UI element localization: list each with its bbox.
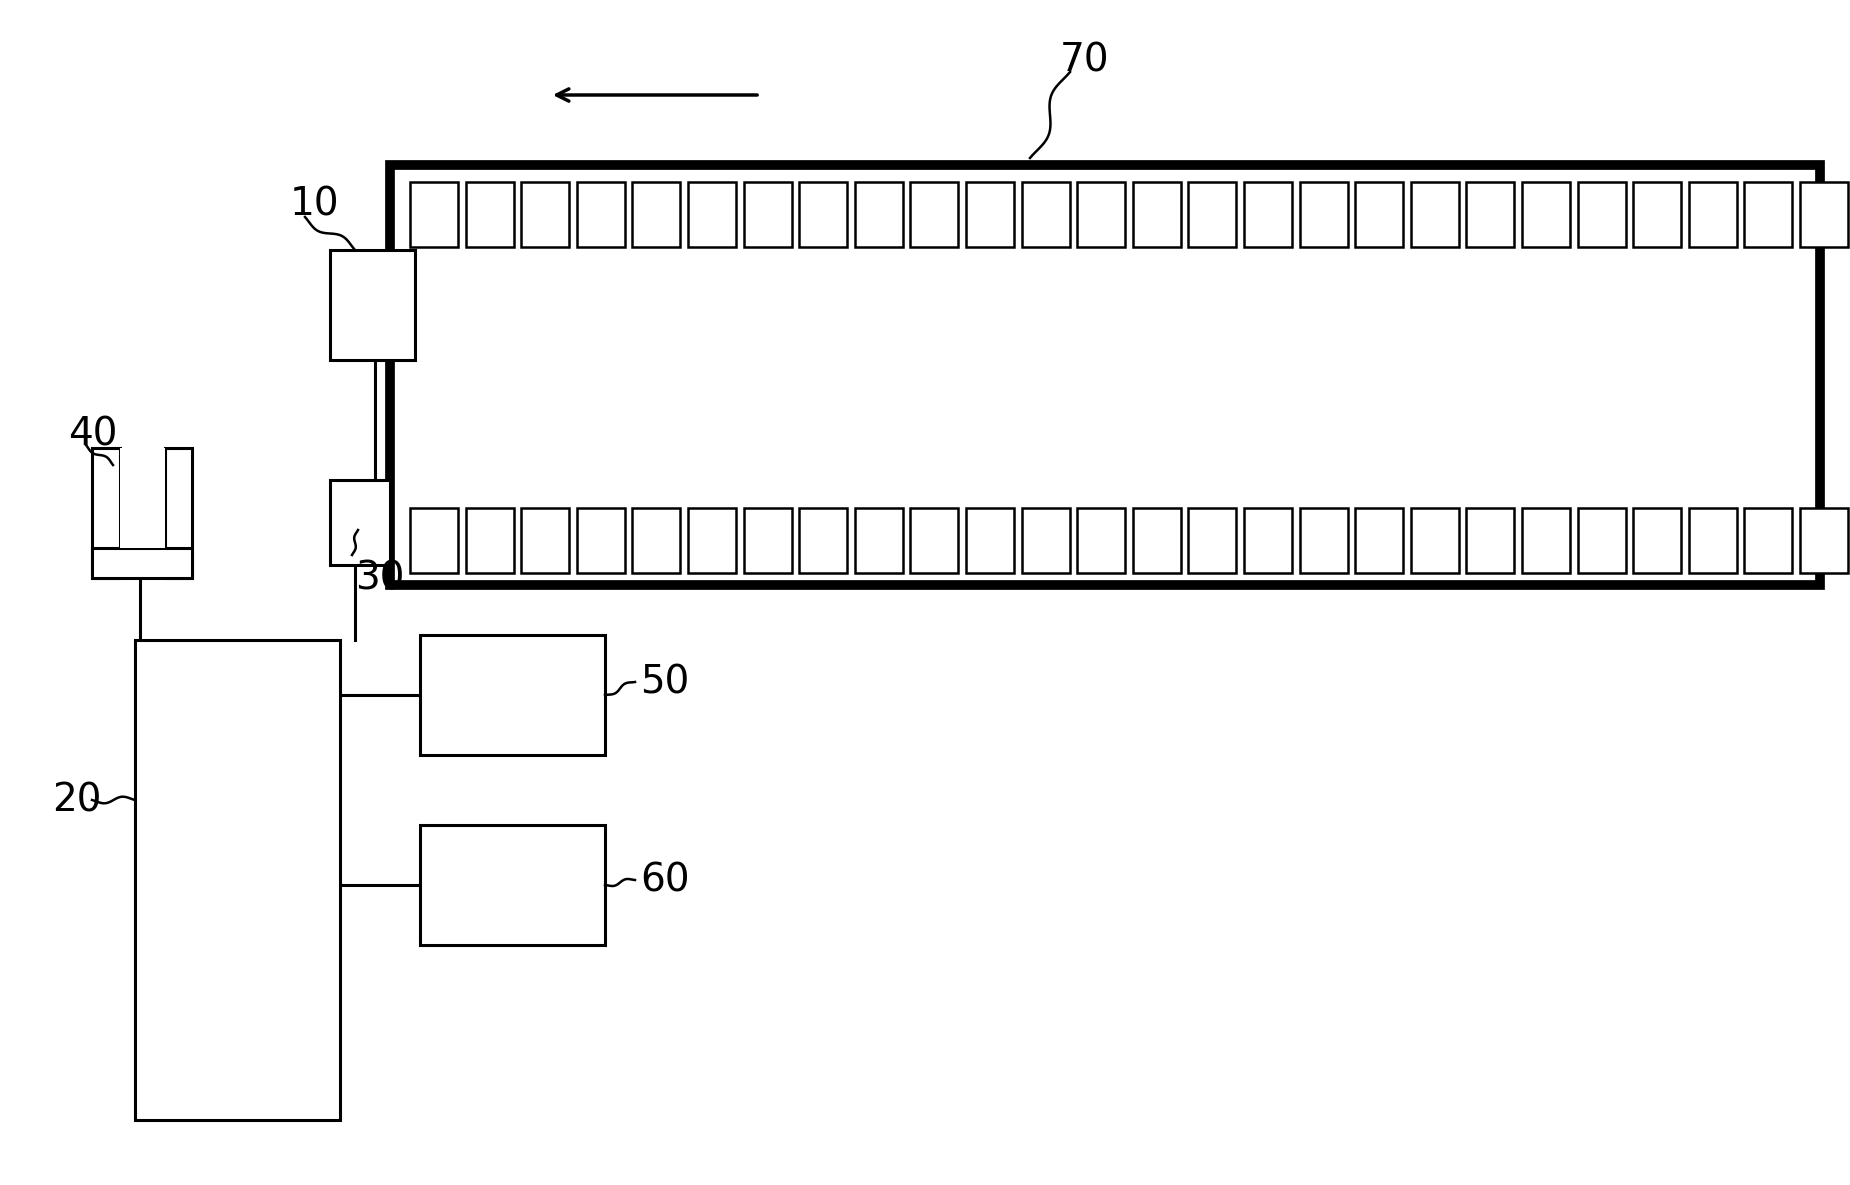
Bar [1188, 508, 1236, 574]
Bar [1745, 182, 1793, 246]
Text: 60: 60 [640, 861, 690, 899]
Bar [1243, 182, 1291, 246]
Bar [1021, 508, 1069, 574]
Bar [966, 182, 1014, 246]
Bar [1578, 508, 1626, 574]
Bar [1356, 508, 1402, 574]
Bar [799, 182, 847, 246]
Bar [1578, 182, 1626, 246]
Bar [1077, 182, 1125, 246]
Text: 10: 10 [290, 185, 340, 223]
Text: 30: 30 [355, 561, 405, 598]
Bar [1800, 508, 1848, 574]
Bar [1412, 508, 1460, 574]
Bar [1634, 508, 1682, 574]
Bar [466, 508, 514, 574]
Bar [1467, 508, 1515, 574]
Text: 40: 40 [68, 415, 118, 453]
Text: 70: 70 [1060, 41, 1110, 81]
Bar [577, 182, 625, 246]
Bar [390, 165, 1820, 585]
Bar [411, 182, 459, 246]
Text: 20: 20 [52, 781, 102, 819]
Bar [522, 182, 570, 246]
Bar [1021, 182, 1069, 246]
Bar [420, 825, 605, 944]
Bar [910, 508, 958, 574]
Bar [855, 182, 903, 246]
Bar [1132, 182, 1180, 246]
Bar [1523, 508, 1571, 574]
Bar [1689, 182, 1737, 246]
Bar [1412, 182, 1460, 246]
Bar [744, 182, 792, 246]
Bar [1356, 182, 1402, 246]
Bar [1299, 508, 1347, 574]
Bar [910, 182, 958, 246]
Bar [1467, 182, 1515, 246]
Bar [1188, 182, 1236, 246]
Bar [855, 508, 903, 574]
Bar [1077, 508, 1125, 574]
Bar [522, 508, 570, 574]
Bar [744, 508, 792, 574]
Bar [92, 547, 192, 578]
Bar [1523, 182, 1571, 246]
Bar [1689, 508, 1737, 574]
Bar [92, 448, 120, 578]
Bar [577, 508, 625, 574]
Bar [688, 182, 736, 246]
Bar [411, 508, 459, 574]
Bar [466, 182, 514, 246]
Bar [329, 480, 390, 565]
Bar [1634, 182, 1682, 246]
Text: 50: 50 [640, 662, 690, 702]
Bar [633, 182, 681, 246]
Bar [966, 508, 1014, 574]
Bar [329, 250, 414, 360]
Bar [120, 448, 165, 547]
Bar [420, 635, 605, 755]
Bar [1299, 182, 1347, 246]
Bar [688, 508, 736, 574]
Bar [1243, 508, 1291, 574]
Bar [165, 448, 192, 578]
Bar [135, 640, 340, 1120]
Bar [1745, 508, 1793, 574]
Bar [799, 508, 847, 574]
Bar [1800, 182, 1848, 246]
Bar [1132, 508, 1180, 574]
Bar [633, 508, 681, 574]
